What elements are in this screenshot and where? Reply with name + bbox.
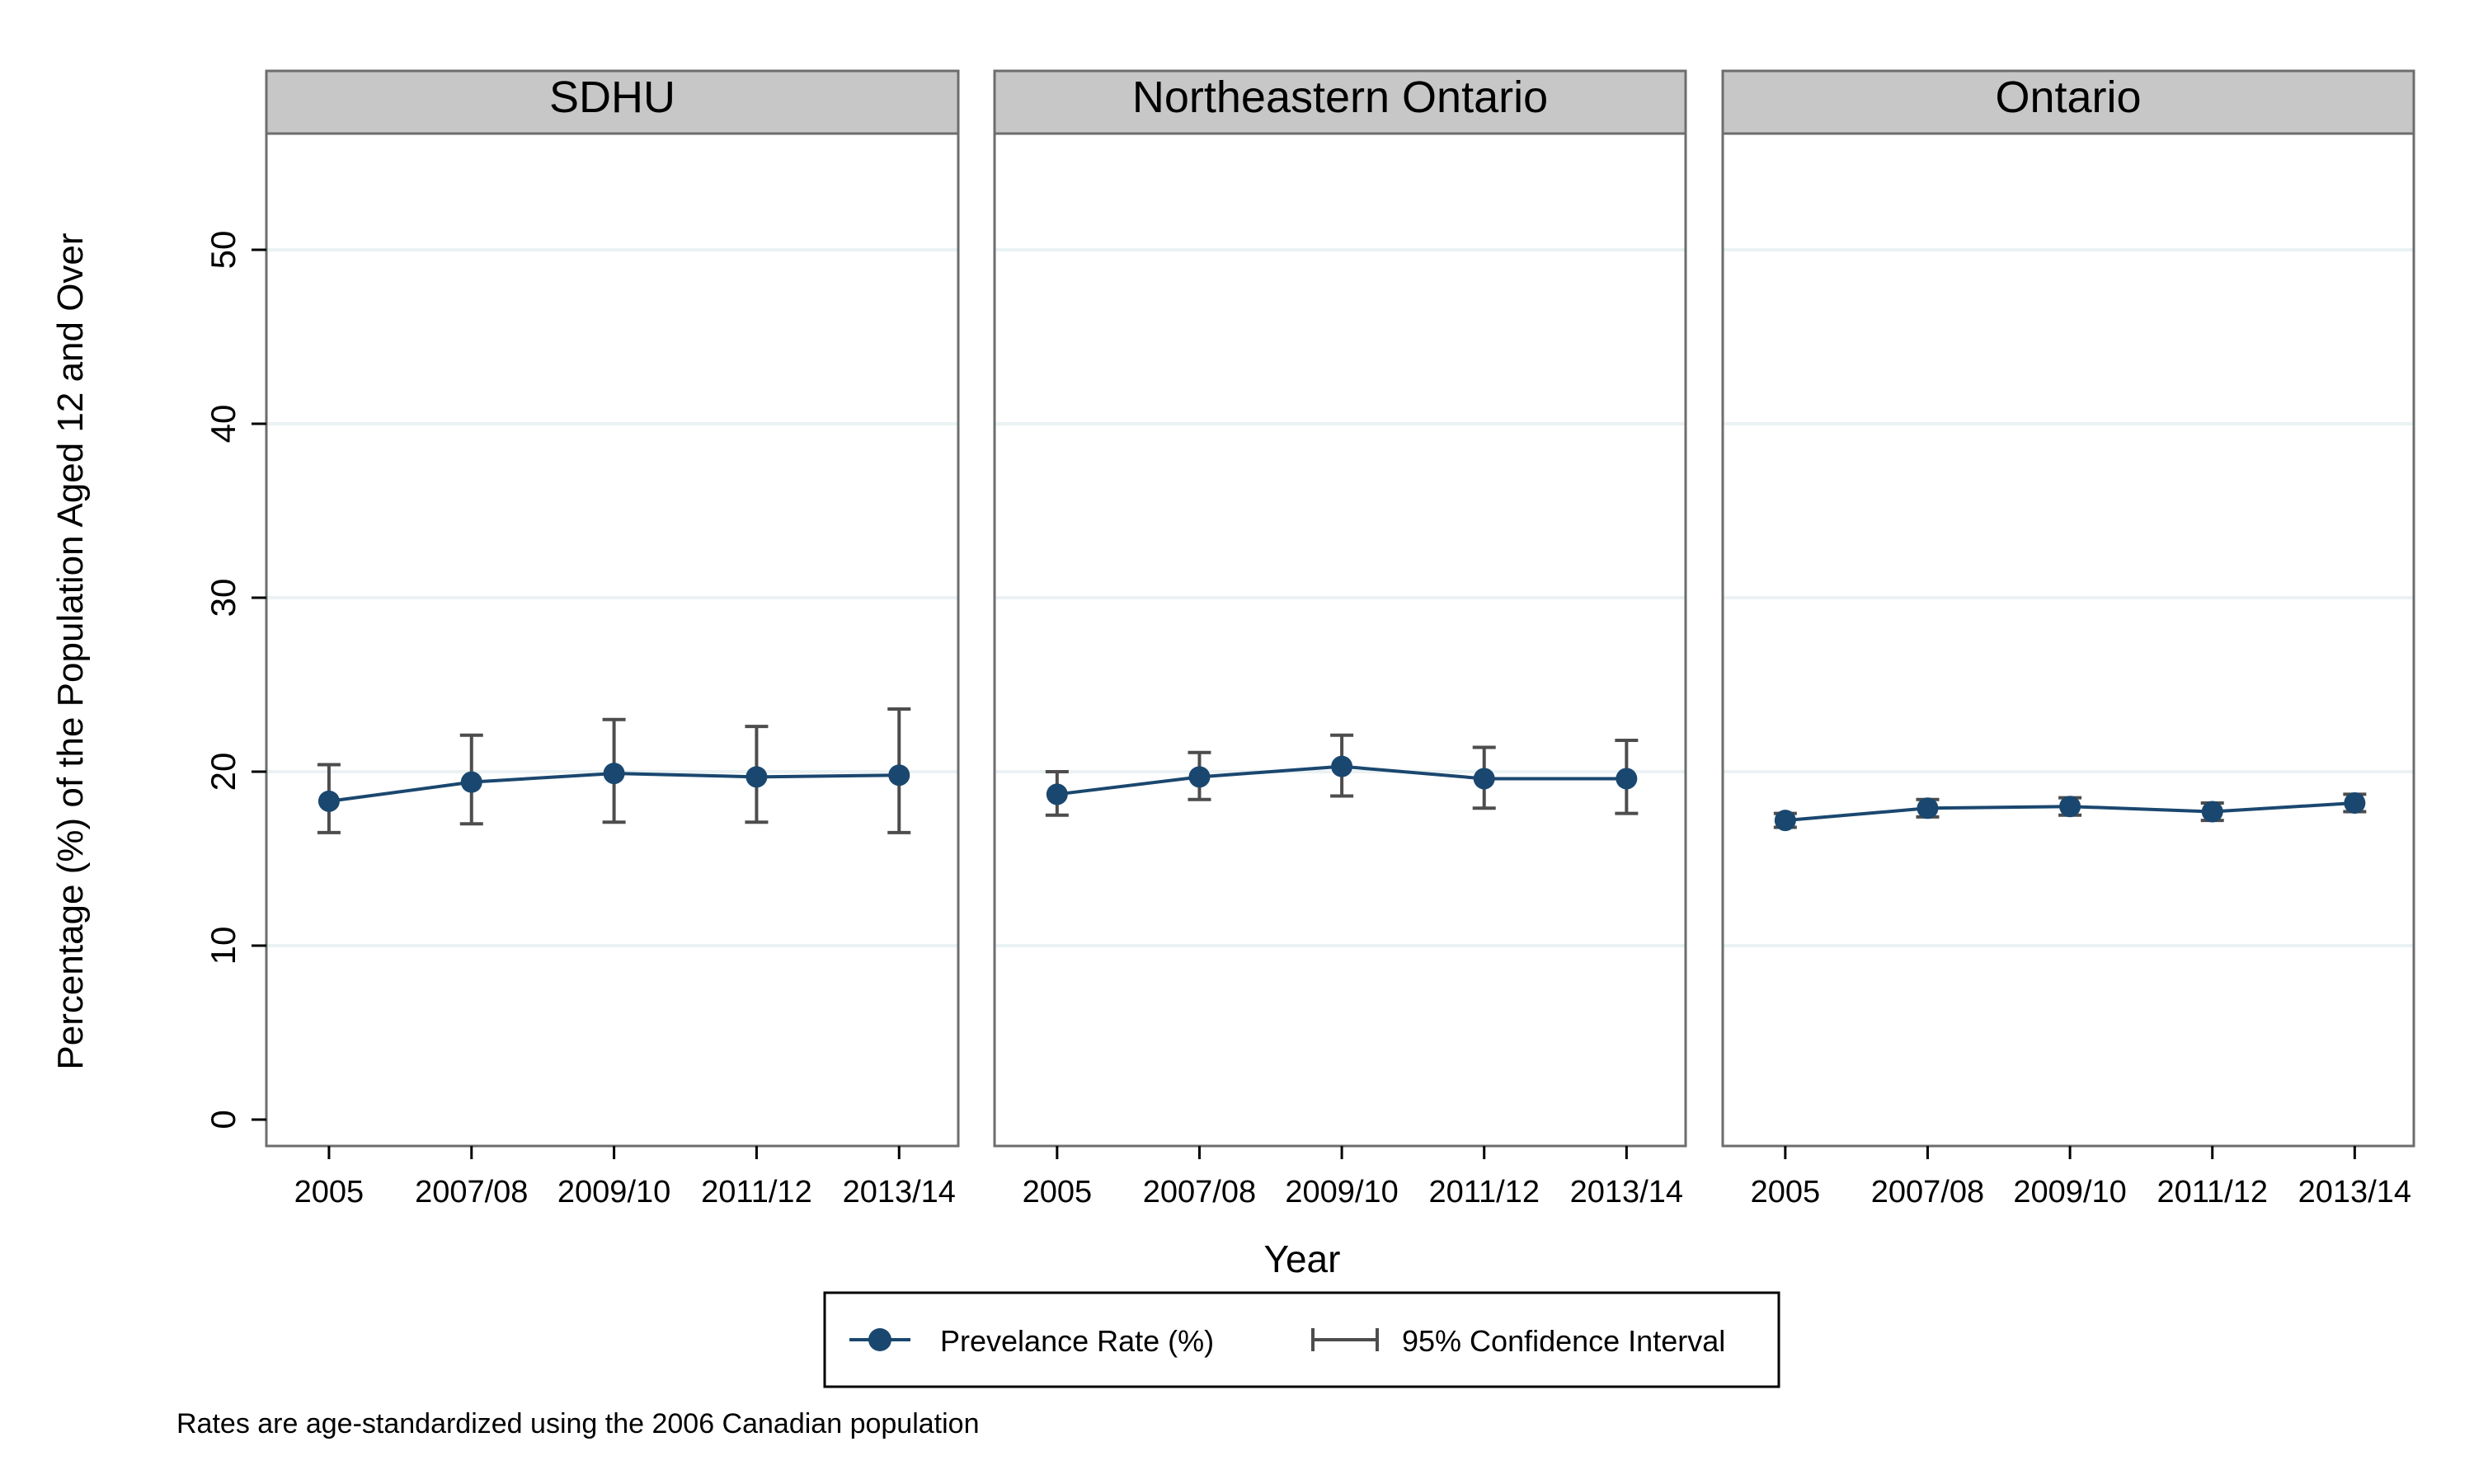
data-point <box>1046 783 1068 805</box>
data-point <box>745 766 768 788</box>
y-axis-label: Percentage (%) of the Population Aged 12… <box>50 232 91 1069</box>
data-point <box>460 771 482 793</box>
data-point <box>603 763 625 785</box>
panel-header <box>265 69 960 135</box>
plot-area <box>266 134 958 1146</box>
x-tick-label: 2005 <box>1751 1175 1821 1209</box>
x-tick-label: 2013/14 <box>843 1175 956 1209</box>
data-point <box>2344 791 2366 814</box>
plot-area <box>995 134 1686 1146</box>
x-tick-label: 2007/08 <box>1871 1175 1984 1209</box>
panel: SDHU 2005 2007/08 2009/10 2011/12 2013/14 <box>265 69 960 1209</box>
data-point <box>2201 801 2223 823</box>
legend-box <box>823 1291 1780 1388</box>
y-tick-label: 20 <box>204 753 242 791</box>
x-tick-label: 2011/12 <box>701 1175 812 1209</box>
panel-title: Northeastern Ontario <box>1132 73 1548 122</box>
legend-ci-label: 95% Confidence Interval <box>1402 1324 1725 1358</box>
y-tick-label: 0 <box>204 1110 242 1129</box>
plot-area <box>1723 134 2414 1146</box>
x-tick-label: 2009/10 <box>557 1175 670 1209</box>
x-tick-label: 2011/12 <box>1428 1175 1540 1209</box>
x-tick-label: 2013/14 <box>2298 1175 2411 1209</box>
x-tick-label: 2007/08 <box>415 1175 528 1209</box>
legend-series-marker <box>868 1328 891 1351</box>
data-point <box>317 790 340 812</box>
x-tick-label: 2009/10 <box>1285 1175 1398 1209</box>
data-point <box>1774 810 1796 832</box>
x-tick-label: 2007/08 <box>1143 1175 1256 1209</box>
y-axis: 0 10 20 30 40 50 <box>204 231 266 1129</box>
y-tick-label: 50 <box>204 231 242 270</box>
plot-frame <box>993 132 1687 1148</box>
data-point <box>1616 768 1638 790</box>
x-axis-label: Year <box>1264 1237 1341 1280</box>
y-tick-label: 30 <box>204 579 242 618</box>
panel-title: Ontario <box>1995 73 2141 122</box>
data-point <box>1917 797 1939 819</box>
panel: Northeastern Ontario 2005 2007/08 2009/10 20… <box>993 69 1687 1209</box>
x-tick-label: 2005 <box>1023 1175 1093 1209</box>
x-tick-label: 2005 <box>294 1175 365 1209</box>
panel: Ontario 2005 2007/08 2009/10 2011/12 2013/14 <box>1721 69 2415 1209</box>
data-point <box>1331 755 1353 777</box>
data-point <box>888 764 910 787</box>
x-tick-label: 2013/14 <box>1570 1175 1683 1209</box>
plot-frame <box>1721 132 2415 1148</box>
panel-title: SDHU <box>549 73 675 122</box>
y-tick-label: 40 <box>204 405 242 444</box>
data-point <box>1473 768 1495 790</box>
plot-frame <box>265 132 960 1148</box>
footnote: Rates are age-standardized using the 200… <box>176 1408 979 1439</box>
y-tick-label: 10 <box>204 927 242 965</box>
data-point <box>2059 796 2081 818</box>
legend-series-label: Prevelance Rate (%) <box>940 1324 1214 1358</box>
legend: Prevelance Rate (%) 95% Confidence Inter… <box>823 1291 1780 1388</box>
x-tick-label: 2009/10 <box>2013 1175 2126 1209</box>
x-tick-label: 2011/12 <box>2157 1175 2268 1209</box>
data-point <box>1188 766 1211 788</box>
